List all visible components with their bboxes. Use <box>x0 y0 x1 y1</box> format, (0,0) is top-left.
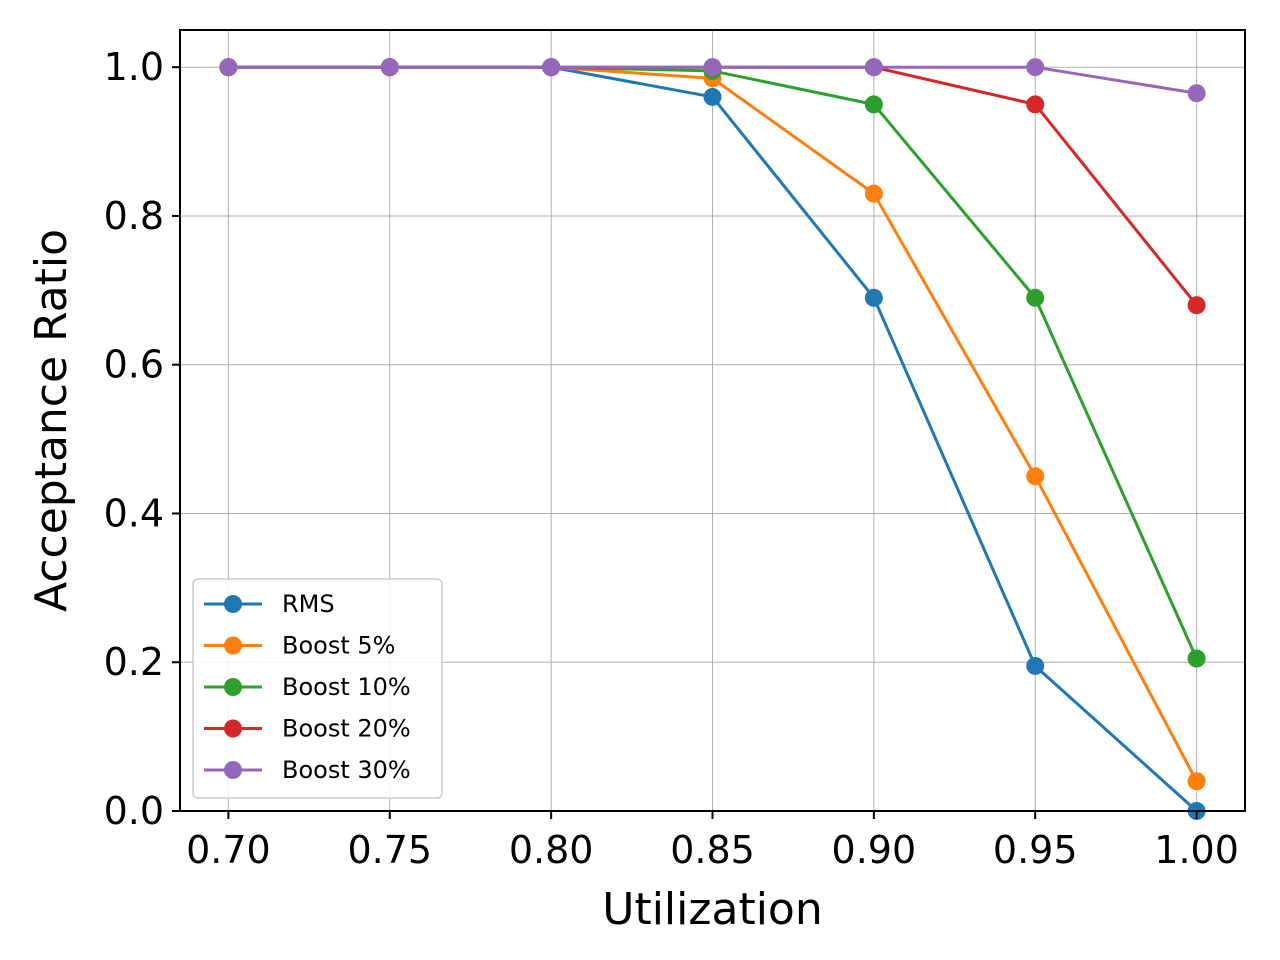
data-point <box>1026 58 1045 77</box>
y-tick-label: 0.8 <box>104 194 164 238</box>
axis-ticks: 0.70 0.75 0.80 0.85 0.90 0.95 1.00 0.0 0.2 0.4 0.6… <box>104 45 1239 872</box>
legend-marker <box>224 761 242 779</box>
data-point <box>703 58 722 77</box>
x-tick-label: 0.90 <box>832 828 917 872</box>
data-point <box>864 184 883 203</box>
legend-label: Boost 5% <box>282 632 395 660</box>
data-point <box>1026 467 1045 486</box>
data-point <box>542 58 561 77</box>
legend-marker <box>224 636 242 655</box>
legend-item: RMS <box>204 590 335 618</box>
x-tick-label: 0.80 <box>509 828 594 872</box>
legend-item: Boost 30% <box>204 756 411 784</box>
y-tick-label: 0.2 <box>104 640 164 684</box>
x-axis-label: Utilization <box>602 884 822 935</box>
y-tick-label: 0.0 <box>104 789 164 833</box>
data-point <box>219 58 238 77</box>
legend-label: Boost 20% <box>282 715 411 743</box>
legend-marker <box>224 595 242 613</box>
data-point <box>1026 656 1045 675</box>
data-point <box>1187 296 1206 315</box>
data-point <box>864 288 883 307</box>
legend-item: Boost 20% <box>204 715 411 743</box>
data-point <box>380 58 399 77</box>
legend-label: Boost 30% <box>282 756 411 784</box>
series-group <box>219 58 1206 820</box>
data-point <box>1187 772 1206 791</box>
y-tick-label: 0.4 <box>104 491 164 535</box>
legend-item: Boost 10% <box>204 673 411 701</box>
legend-label: RMS <box>282 590 335 618</box>
legend-box <box>192 578 443 799</box>
data-point <box>864 95 883 114</box>
y-axis-label: Acceptance Ratio <box>26 229 77 612</box>
data-point <box>1026 288 1045 307</box>
y-tick-label: 0.6 <box>104 343 164 387</box>
data-point <box>864 58 883 77</box>
x-tick-label: 0.75 <box>347 828 432 872</box>
legend-marker <box>224 719 242 738</box>
legend-label: Boost 10% <box>282 673 411 701</box>
data-point <box>703 87 722 106</box>
data-point <box>1187 649 1206 668</box>
x-tick-label: 1.00 <box>1154 828 1239 872</box>
legend: RMS Boost 5% Boost 10% Boost 20% Boost 30% <box>192 578 443 799</box>
legend-marker <box>224 678 242 696</box>
data-point <box>1026 95 1045 114</box>
series-boost-30 <box>219 58 1206 103</box>
legend-item: Boost 5% <box>204 632 395 660</box>
x-tick-label: 0.70 <box>186 828 271 872</box>
x-tick-label: 0.95 <box>993 828 1078 872</box>
y-tick-label: 1.0 <box>104 45 164 89</box>
data-point <box>1187 84 1206 103</box>
x-tick-label: 0.85 <box>670 828 755 872</box>
